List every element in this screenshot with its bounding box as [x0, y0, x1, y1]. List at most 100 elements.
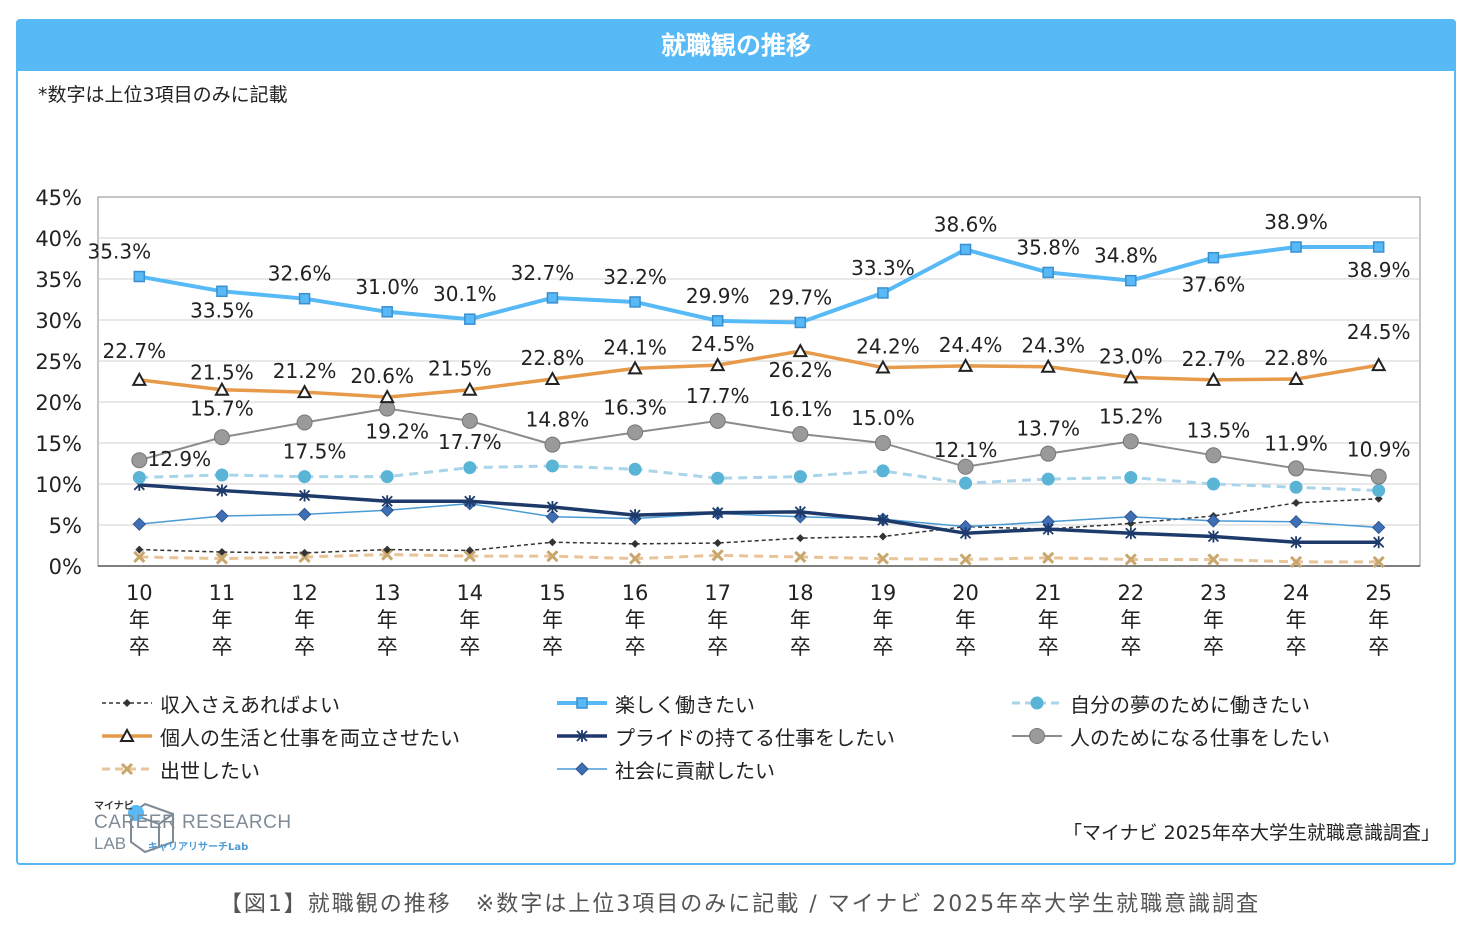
data-point — [1206, 514, 1221, 528]
data-label: 38.6% — [934, 212, 998, 236]
legend-swatch-icon — [1012, 696, 1062, 710]
data-point — [380, 503, 394, 517]
data-point — [544, 370, 561, 386]
svg-text:12: 12 — [291, 581, 318, 605]
data-point — [462, 381, 478, 396]
svg-text:21: 21 — [1035, 581, 1062, 605]
svg-text:卒: 卒 — [1038, 635, 1059, 659]
data-label: 16.1% — [769, 397, 833, 421]
svg-text:卒: 卒 — [790, 635, 811, 659]
data-point — [546, 292, 559, 304]
data-point — [1125, 527, 1137, 540]
x-tick-label: 25 年卒 — [1365, 581, 1392, 659]
svg-text:年: 年 — [377, 608, 398, 632]
data-label: 21.5% — [190, 361, 254, 385]
data-point — [1123, 369, 1139, 384]
data-point — [1124, 470, 1138, 484]
data-point — [296, 414, 313, 431]
series-3 — [131, 343, 1387, 404]
data-label: 21.5% — [428, 357, 492, 381]
data-label: 32.7% — [511, 261, 575, 285]
data-point — [793, 470, 807, 484]
data-point — [214, 381, 230, 396]
data-label: 22.8% — [521, 346, 585, 370]
data-point — [298, 292, 311, 305]
legend-label: 楽しく働きたい — [615, 692, 755, 717]
data-point — [1292, 498, 1301, 507]
data-point — [1206, 477, 1220, 491]
data-point — [133, 550, 146, 564]
data-label: 37.6% — [1182, 273, 1246, 297]
legend-item: 楽しく働きたい — [555, 690, 755, 717]
data-point — [548, 538, 557, 547]
data-point — [876, 552, 889, 565]
data-label: 19.2% — [365, 420, 429, 444]
data-point — [1371, 520, 1386, 535]
legend-label: 収入さえあればよい — [160, 692, 340, 717]
data-label: 13.5% — [1187, 418, 1251, 442]
data-point — [132, 470, 146, 484]
data-point — [1288, 460, 1305, 477]
data-point — [878, 532, 887, 541]
data-point — [1373, 536, 1385, 549]
svg-text:卒: 卒 — [1368, 635, 1389, 659]
svg-text:卒: 卒 — [377, 635, 398, 659]
svg-text:年: 年 — [1203, 608, 1224, 632]
data-point — [709, 412, 726, 429]
y-tick-label: 25% — [35, 350, 82, 374]
legend-swatch-icon — [102, 727, 152, 742]
series-5 — [131, 400, 1387, 485]
data-label: 35.3% — [88, 240, 152, 264]
data-point — [710, 357, 726, 372]
svg-text:卒: 卒 — [1286, 635, 1307, 659]
data-label: 15.2% — [1099, 404, 1163, 428]
data-point — [711, 471, 725, 485]
data-point — [1290, 241, 1302, 253]
data-point — [1374, 494, 1383, 503]
data-point — [874, 435, 891, 451]
svg-text:14: 14 — [456, 581, 483, 605]
svg-text:年: 年 — [790, 608, 811, 632]
legend-label: 自分の夢のために働きたい — [1070, 692, 1310, 717]
data-point — [796, 534, 805, 543]
legend-label: 社会に貢献したい — [615, 758, 775, 783]
data-point — [216, 484, 228, 497]
logo-wordmark: CAREER RESEARCH — [94, 812, 292, 833]
data-point — [794, 505, 806, 518]
data-point — [215, 509, 229, 523]
x-tick-label: 17 年卒 — [704, 581, 731, 659]
svg-text:卒: 卒 — [707, 635, 728, 659]
x-tick-label: 10 年卒 — [126, 581, 153, 659]
svg-text:年: 年 — [294, 608, 315, 632]
data-point — [131, 371, 147, 386]
series-line — [139, 407, 1379, 478]
data-point — [1122, 433, 1139, 450]
svg-text:年: 年 — [1286, 608, 1307, 632]
y-tick-label: 35% — [35, 268, 82, 292]
data-point — [877, 287, 889, 299]
legend-marker — [576, 730, 588, 742]
legend-item: 社会に貢献したい — [555, 756, 775, 783]
data-point — [1288, 370, 1304, 386]
data-point — [629, 296, 641, 308]
source-note: 「マイナビ 2025年卒大学生就職意識調査」 — [1062, 822, 1440, 844]
svg-text:年: 年 — [1038, 608, 1059, 632]
logo-lab: LAB — [94, 834, 127, 853]
x-tick-label: 15 年卒 — [539, 581, 566, 659]
data-label: 12.9% — [148, 447, 212, 471]
data-point — [298, 470, 312, 484]
x-tick-label: 23 年卒 — [1200, 581, 1227, 659]
panel-border — [16, 19, 1456, 865]
svg-text:11: 11 — [209, 581, 236, 605]
data-label: 24.5% — [691, 332, 755, 356]
svg-text:卒: 卒 — [872, 635, 893, 659]
data-label: 15.7% — [190, 396, 254, 420]
x-tick-label: 22 年卒 — [1117, 581, 1144, 659]
series-6 — [133, 548, 1385, 568]
data-label: 24.5% — [1347, 320, 1411, 344]
svg-text:23: 23 — [1200, 581, 1227, 605]
legend-swatch-icon — [557, 730, 607, 742]
chart-note: *数字は上位3項目のみに記載 — [38, 84, 288, 106]
legend-marker — [120, 762, 134, 776]
y-tick-label: 45% — [35, 186, 82, 210]
